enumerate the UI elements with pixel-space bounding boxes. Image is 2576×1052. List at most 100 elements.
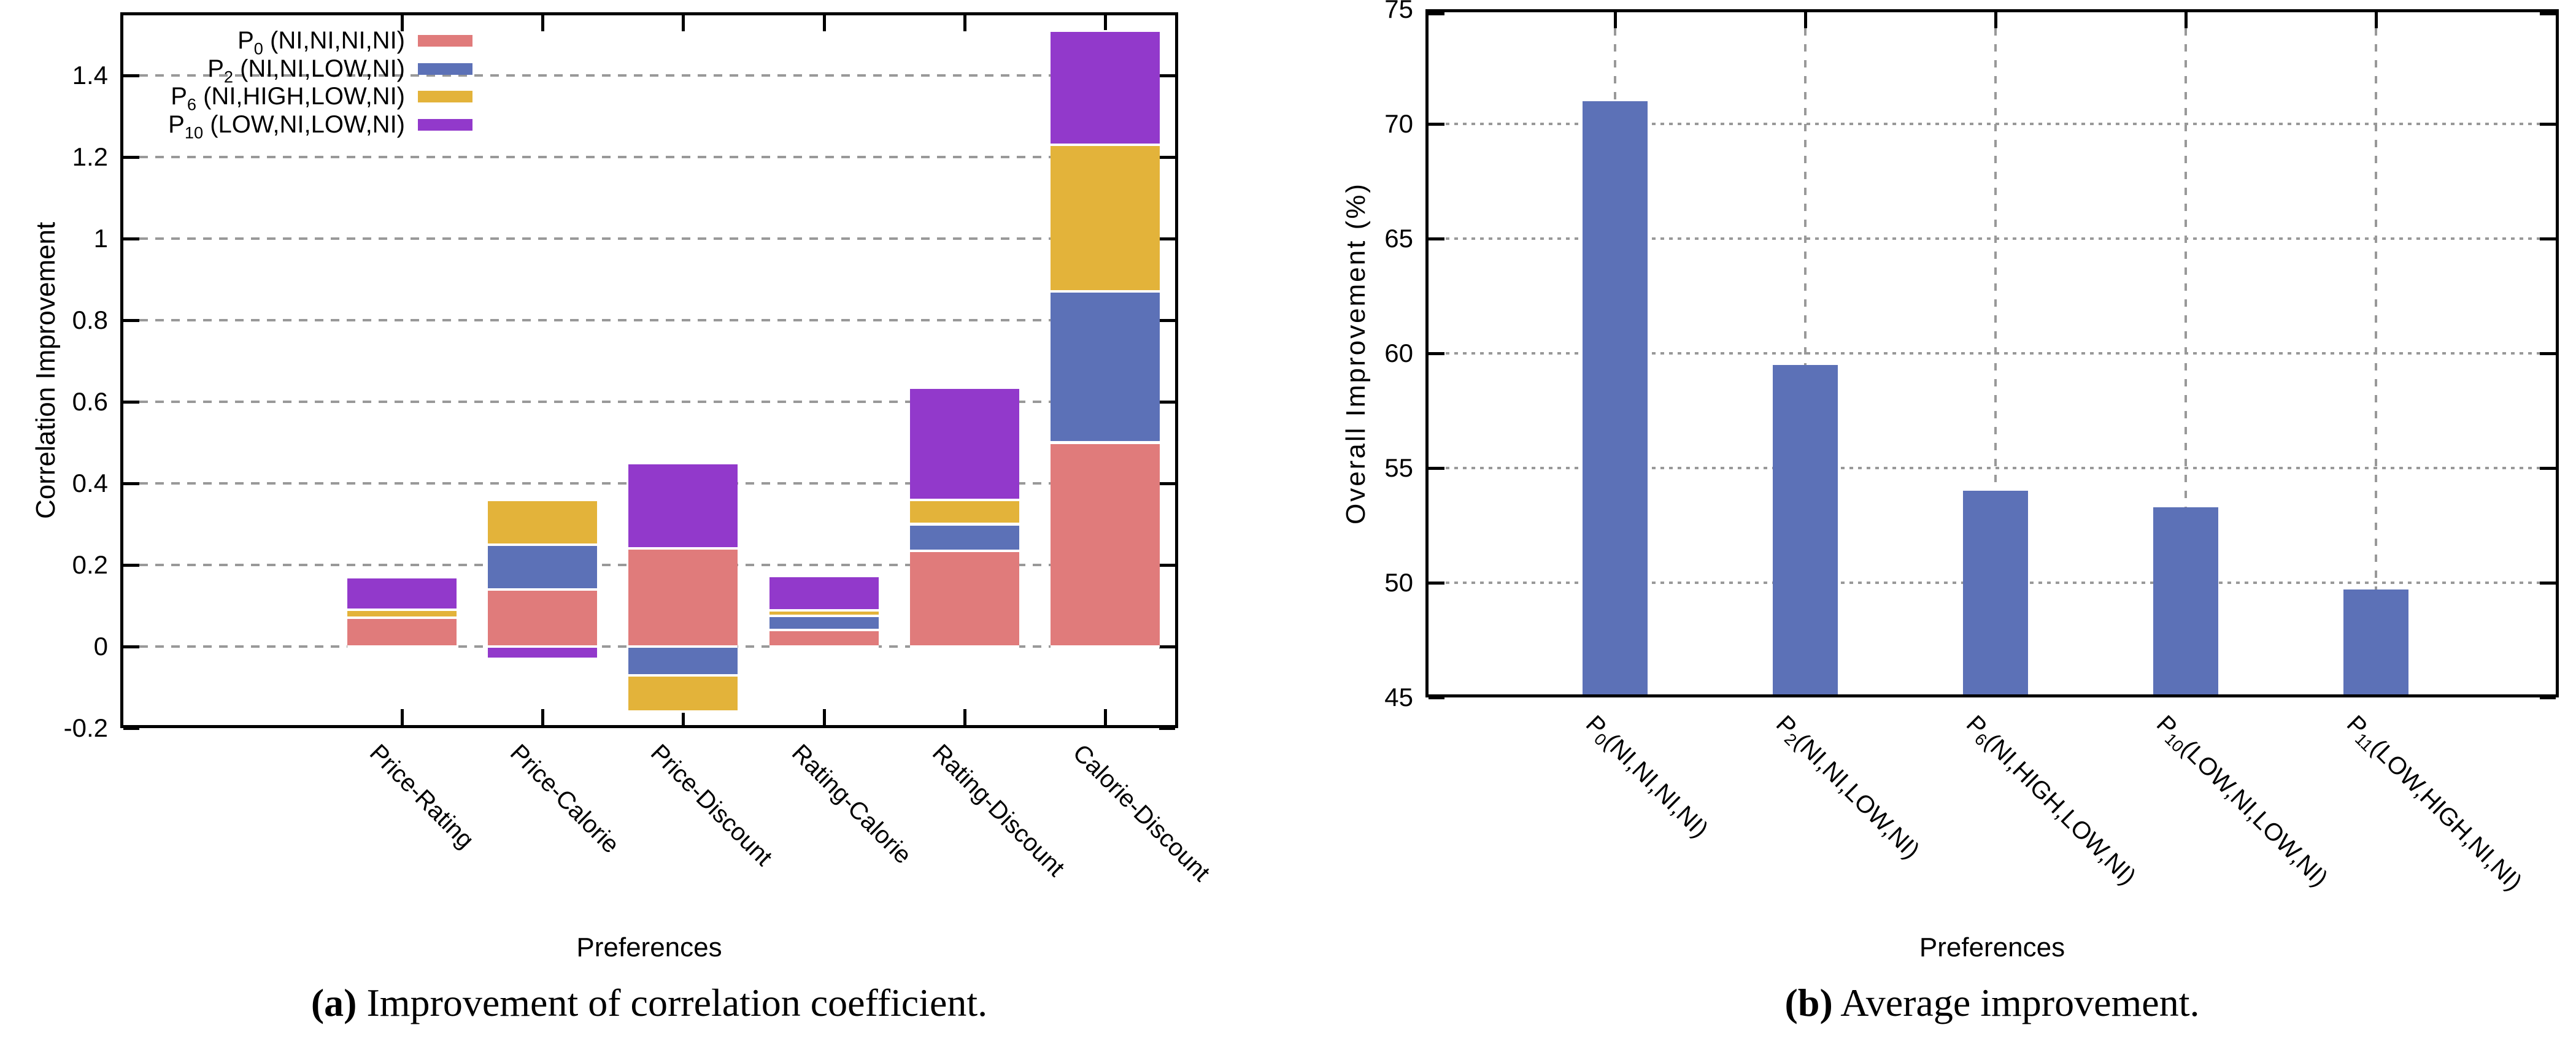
y-tick-left (123, 482, 139, 485)
bar-segment-rating-discount-s0 (910, 551, 1019, 645)
y-tick-label: 45 (1384, 683, 1413, 712)
bar-segment-price-discount-s2 (628, 676, 738, 711)
y-tick-label: -0.2 (63, 713, 108, 742)
y-tick-right (1159, 482, 1175, 485)
bar-segment-rating-calorie-s1 (769, 617, 879, 629)
gridline-h (123, 401, 1175, 403)
y-tick-label: 60 (1384, 339, 1413, 367)
y-tick-right (2540, 352, 2556, 355)
x-category-label: Price-Discount (645, 739, 777, 872)
y-tick-label: 55 (1384, 453, 1413, 482)
y-tick-right (2540, 467, 2556, 470)
chart-b-x-axis-label: Preferences (1919, 932, 2065, 962)
y-tick-right (2540, 12, 2556, 15)
y-tick-label: 0.8 (72, 305, 108, 334)
bar-segment-price-rating-s0 (347, 619, 457, 645)
x-category-label: Price-Calorie (504, 739, 625, 859)
x-category-label: P6(NI,HIGH,LOW,NI) (1961, 710, 2142, 891)
y-tick-right (1159, 645, 1175, 648)
y-tick-right (1159, 727, 1175, 730)
gridline-h (123, 156, 1175, 158)
bar-segment-price-rating-s3 (347, 578, 457, 609)
bar-segment-rating-discount-s3 (910, 388, 1019, 499)
x-tick-bottom (1104, 709, 1107, 725)
x-tick-bottom (963, 709, 966, 725)
bar-p11(low,high,ni,ni) (2343, 589, 2408, 694)
legend-swatch-p0 (418, 35, 472, 47)
y-tick-left (1429, 582, 1444, 585)
x-category-label: P10(LOW,NI,LOW,NI) (2151, 710, 2333, 893)
bar-p2(ni,ni,low,ni) (1773, 364, 1838, 694)
y-tick-right (2540, 123, 2556, 126)
y-tick-left (123, 401, 139, 404)
bar-segment-calorie-discount-s3 (1051, 31, 1160, 144)
bar-p0(ni,ni,ni,ni) (1583, 101, 1648, 694)
caption-a: (a) Improvement of correlation coefficie… (120, 980, 1178, 1026)
y-tick-label: 0.6 (72, 387, 108, 416)
bar-segment-rating-calorie-s2 (769, 612, 879, 615)
y-tick-label: 1.2 (72, 142, 108, 171)
chart-b-plot-box (1425, 9, 2559, 697)
y-tick-label: 75 (1384, 0, 1413, 23)
y-tick-right (2540, 237, 2556, 240)
bar-segment-rating-calorie-s3 (769, 577, 879, 610)
y-tick-left (123, 564, 139, 567)
bar-p6(ni,high,low,ni) (1963, 491, 2028, 694)
y-tick-label: 0 (93, 632, 108, 661)
bar-segment-price-rating-s2 (347, 611, 457, 617)
gridline-h (123, 319, 1175, 321)
y-tick-label: 0.2 (72, 550, 108, 579)
caption-b: (b) Average improvement. (1425, 980, 2559, 1026)
caption-b-tag: (b) (1784, 981, 1833, 1024)
x-category-label: Price-Rating (364, 739, 479, 854)
y-tick-right (1159, 319, 1175, 322)
y-tick-left (123, 74, 139, 77)
y-tick-left (123, 156, 139, 159)
x-tick-bottom (682, 709, 685, 725)
bar-segment-price-calorie-s1 (488, 545, 597, 588)
x-category-label: Calorie-Discount (1067, 739, 1216, 887)
caption-b-text: Average improvement. (1832, 981, 2200, 1024)
y-tick-label: 1 (93, 224, 108, 253)
bar-p10(low,ni,low,ni) (2153, 507, 2218, 694)
y-tick-left (123, 645, 139, 648)
x-tick-top (401, 15, 404, 31)
caption-a-text: Improvement of correlation coefficient. (357, 981, 988, 1024)
y-tick-left (1429, 123, 1444, 126)
legend-swatch-p2 (418, 63, 472, 75)
legend-label-p6: P6 (NI,HIGH,LOW,NI) (171, 83, 405, 114)
y-tick-label: 70 (1384, 109, 1413, 138)
bar-segment-calorie-discount-s0 (1051, 443, 1160, 645)
y-tick-left (1429, 237, 1444, 240)
legend-label-p0: P0 (NI,NI,NI,NI) (237, 27, 405, 58)
x-tick-top (963, 15, 966, 31)
y-tick-left (123, 319, 139, 322)
x-tick-top (1614, 12, 1617, 28)
y-tick-right (2540, 696, 2556, 699)
x-category-label: Rating-Discount (927, 739, 1070, 882)
bar-segment-price-discount-s0 (628, 550, 738, 645)
x-tick-top (682, 15, 685, 31)
y-tick-left (123, 727, 139, 730)
x-category-label: P0(NI,NI,NI,NI) (1580, 710, 1714, 843)
chart-a-x-axis-label: Preferences (576, 932, 722, 962)
y-tick-left (123, 237, 139, 240)
y-tick-right (1159, 401, 1175, 404)
y-tick-right (1159, 74, 1175, 77)
chart-a-plot-box (120, 12, 1178, 728)
legend-label-p2: P2 (NI,NI,LOW,NI) (207, 55, 405, 86)
y-tick-right (1159, 156, 1175, 159)
x-tick-top (2185, 12, 2188, 28)
bar-segment-calorie-discount-s2 (1051, 146, 1160, 291)
y-tick-right (1159, 564, 1175, 567)
caption-a-tag: (a) (310, 981, 357, 1024)
x-tick-top (1804, 12, 1807, 28)
bar-segment-price-discount-s3 (628, 464, 738, 548)
x-category-label: P2(NI,NI,LOW,NI) (1770, 710, 1925, 864)
gridline-h (1429, 123, 2556, 125)
gridline-h (1429, 237, 2556, 240)
y-tick-left (1429, 12, 1444, 15)
x-category-label: P11(LOW,HIGH,NI,NI) (2341, 710, 2528, 896)
bar-segment-rating-calorie-s0 (769, 631, 879, 645)
